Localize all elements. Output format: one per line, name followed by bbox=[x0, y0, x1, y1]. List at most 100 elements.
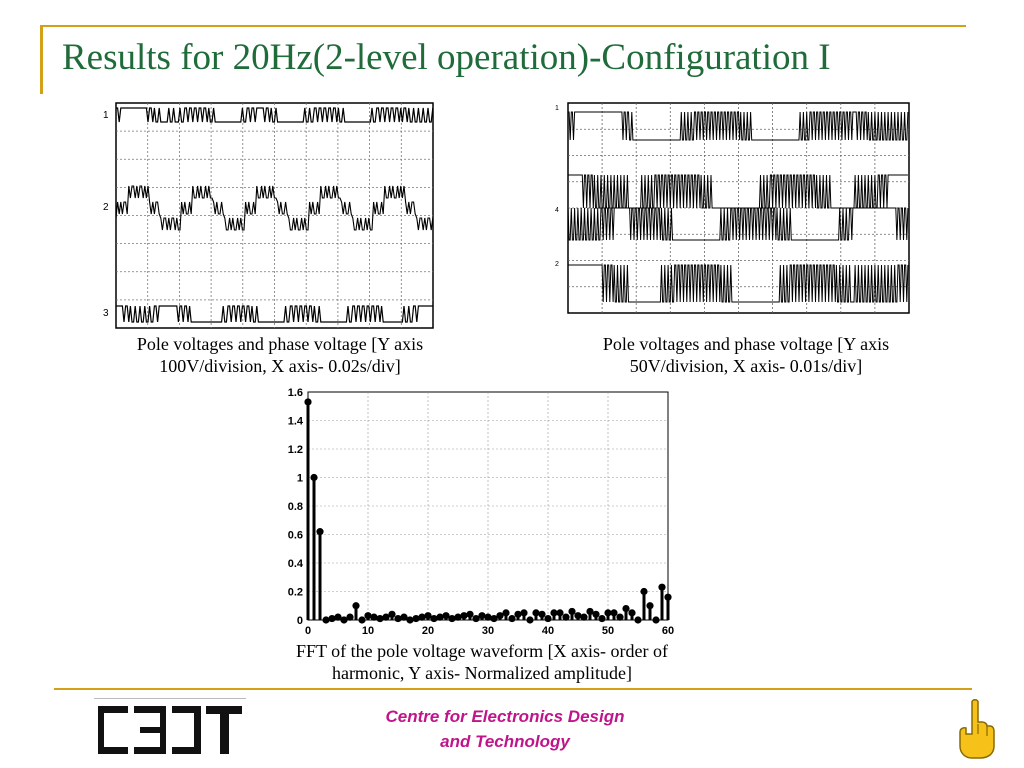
fft-stem-marker bbox=[304, 398, 312, 406]
fft-xtick-label: 10 bbox=[362, 625, 374, 637]
fft-stem-marker bbox=[532, 609, 540, 617]
fft-caption: FFT of the pole voltage waveform [X axis… bbox=[222, 640, 742, 684]
fft-stem-marker bbox=[490, 614, 498, 623]
fft-stem-marker bbox=[322, 616, 330, 624]
fft-stem-marker bbox=[352, 602, 360, 610]
fft-stem-marker bbox=[622, 605, 630, 613]
centre-name-line1: Centre for Electronics Design bbox=[385, 707, 625, 726]
left-caption-line1: Pole voltages and phase voltage [Y axis bbox=[136, 334, 424, 354]
right-ch3-label: 2 bbox=[555, 261, 559, 268]
fft-stem-marker bbox=[448, 614, 456, 623]
left-trace-ch2 bbox=[115, 185, 434, 231]
fft-xtick-label: 50 bbox=[602, 625, 614, 637]
fft-ytick-label: 1.4 bbox=[288, 416, 304, 428]
fft-ytick-label: 0.8 bbox=[288, 501, 303, 513]
fft-stem-marker bbox=[652, 616, 660, 624]
header-accent-bar bbox=[40, 26, 43, 94]
fft-stem-marker bbox=[412, 614, 420, 623]
fft-stem-marker bbox=[550, 609, 558, 617]
fft-stem-marker bbox=[580, 613, 588, 621]
fft-stem-marker bbox=[454, 613, 462, 621]
left-figure-caption: Pole voltages and phase voltage [Y axis … bbox=[70, 333, 490, 377]
left-caption-line2: 100V/division, X axis- 0.02s/div] bbox=[159, 356, 401, 376]
fft-ytick-label: 0.2 bbox=[288, 587, 303, 599]
left-scope-traces bbox=[115, 107, 434, 323]
fft-xtick-label: 20 bbox=[422, 625, 434, 637]
fft-stem-marker bbox=[526, 616, 534, 624]
fft-stem-marker bbox=[460, 612, 468, 620]
fft-stem-marker bbox=[472, 614, 480, 623]
fft-stem-marker bbox=[610, 609, 618, 617]
fft-stem-marker bbox=[556, 609, 564, 617]
right-caption-line2: 50V/division, X axis- 0.01s/div] bbox=[629, 356, 863, 376]
pointing-hand-icon[interactable] bbox=[952, 698, 1000, 760]
slide-title: Results for 20Hz(2-level operation)-Conf… bbox=[62, 37, 831, 78]
fft-stem-marker bbox=[574, 612, 582, 620]
fft-stem-marker bbox=[640, 587, 648, 596]
cedt-logo bbox=[94, 698, 246, 760]
fft-stem-marker bbox=[394, 614, 402, 623]
fft-stem-marker bbox=[502, 609, 510, 617]
left-oscilloscope-figure: 1 2 3 bbox=[100, 100, 436, 332]
fft-stem-marker bbox=[382, 613, 390, 621]
right-caption-line1: Pole voltages and phase voltage [Y axis bbox=[602, 334, 890, 354]
fft-xtick-label: 0 bbox=[305, 625, 311, 637]
left-ch2-label: 2 bbox=[103, 202, 109, 213]
fft-stem-marker bbox=[316, 528, 324, 536]
fft-caption-line2: harmonic, Y axis- Normalized amplitude] bbox=[331, 663, 633, 683]
right-ch2-label: 4 bbox=[555, 207, 559, 214]
fft-ytick-label: 1.2 bbox=[288, 444, 303, 456]
fft-stem-marker bbox=[628, 609, 636, 617]
left-scope-svg: 1 2 3 bbox=[103, 102, 434, 329]
fft-stem-marker bbox=[508, 614, 516, 623]
fft-stem-marker bbox=[496, 612, 504, 620]
fft-stem-marker bbox=[418, 613, 426, 621]
fft-chart-svg: 0 10 20 30 40 50 60 0 0.2 0.4 0.6 0.8 1 1.2 1.4 1.6 bbox=[288, 387, 674, 637]
fft-stem-marker bbox=[442, 612, 450, 620]
footer-rule bbox=[54, 688, 972, 690]
fft-stem-marker bbox=[562, 613, 570, 621]
fft-stem-marker bbox=[586, 607, 594, 616]
fft-ytick-label: 0.4 bbox=[288, 558, 304, 570]
centre-name: Centre for Electronics Design and Techno… bbox=[340, 704, 670, 754]
fft-stem-marker bbox=[430, 614, 438, 623]
fft-stem-marker bbox=[340, 616, 348, 624]
pointing-hand-icon-graphic bbox=[959, 699, 995, 759]
fft-xtick-label: 60 bbox=[662, 625, 674, 637]
right-figure-caption: Pole voltages and phase voltage [Y axis … bbox=[536, 333, 956, 377]
right-scope-traces bbox=[567, 111, 909, 303]
fft-stem-marker bbox=[424, 612, 432, 620]
left-ch1-label: 1 bbox=[103, 110, 109, 121]
fft-stem-marker bbox=[544, 614, 552, 623]
fft-stem-marker bbox=[568, 607, 576, 616]
fft-stem-marker bbox=[592, 610, 600, 618]
fft-stem-marker bbox=[334, 613, 342, 621]
fft-stem-marker bbox=[364, 612, 372, 620]
fft-stem-marker bbox=[376, 614, 384, 623]
fft-caption-line1: FFT of the pole voltage waveform [X axis… bbox=[295, 641, 669, 661]
fft-stem-marker bbox=[346, 613, 354, 621]
centre-name-line2: and Technology bbox=[440, 732, 570, 751]
fft-stem-marker bbox=[598, 614, 606, 623]
fft-ytick-label: 1 bbox=[297, 473, 303, 485]
right-oscilloscope-figure: 1 4 2 bbox=[552, 100, 912, 318]
fft-stem-marker bbox=[328, 614, 336, 623]
fft-stem-marker bbox=[436, 613, 444, 621]
fft-stem-marker bbox=[358, 616, 366, 624]
fft-stem-marker bbox=[616, 613, 624, 621]
fft-stem-marker bbox=[664, 593, 672, 601]
fft-stem-marker bbox=[604, 609, 612, 617]
fft-tick-labels: 0 10 20 30 40 50 60 0 0.2 0.4 0.6 0.8 1 1.2 1.4 1.6 bbox=[288, 387, 674, 637]
left-scope-grid bbox=[116, 103, 433, 328]
fft-stem-marker bbox=[484, 613, 492, 621]
fft-stem-marker bbox=[370, 613, 378, 621]
fft-xtick-label: 30 bbox=[482, 625, 494, 637]
fft-stem-marker bbox=[514, 610, 522, 618]
fft-stem-marker bbox=[466, 610, 474, 618]
fft-xtick-label: 40 bbox=[542, 625, 554, 637]
fft-chart: 0 10 20 30 40 50 60 0 0.2 0.4 0.6 0.8 1 1.2 1.4 1.6 bbox=[276, 384, 676, 640]
fft-stem-marker bbox=[388, 610, 396, 618]
fft-stem-marker bbox=[400, 613, 408, 621]
cedt-logo-graphic bbox=[94, 698, 246, 754]
left-ch3-label: 3 bbox=[103, 308, 109, 319]
